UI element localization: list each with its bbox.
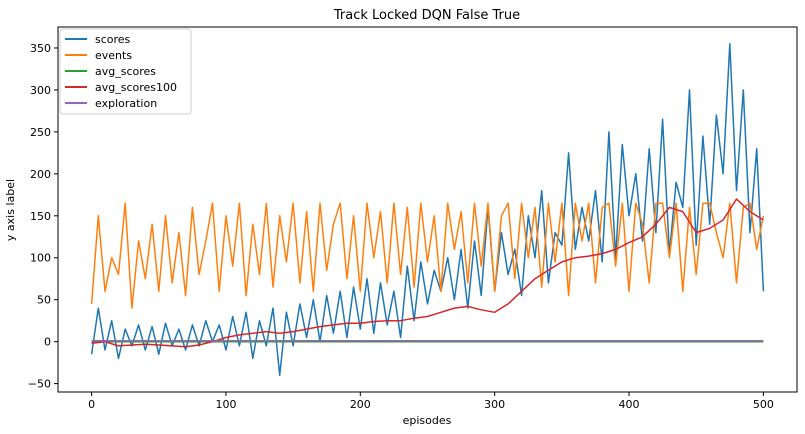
series-lines (90, 43, 765, 376)
y-tick-label: −50 (28, 378, 51, 391)
legend-label-scores: scores (95, 33, 131, 46)
y-tick-label: 50 (37, 294, 51, 307)
legend-label-events: events (95, 49, 132, 62)
series-line-scores (90, 43, 765, 376)
legend-label-exploration: exploration (95, 97, 157, 110)
y-axis-ticks: −50 0 50 100 150 200 250 300 350 (28, 42, 58, 391)
y-tick-label: 200 (30, 168, 51, 181)
y-axis-label: y axis label (4, 179, 17, 241)
y-tick-label: 300 (30, 84, 51, 97)
y-tick-label: 250 (30, 126, 51, 139)
series-line-events (90, 202, 765, 309)
legend: scores events avg_scores avg_scores100explo… (59, 28, 192, 115)
y-tick-label: 100 (30, 252, 51, 265)
x-tick-label: 300 (484, 398, 505, 411)
x-tick-label: 200 (350, 398, 371, 411)
legend-label-avg-scores100: avg_scores100 (95, 81, 177, 94)
x-tick-label: 100 (215, 398, 236, 411)
x-tick-label: 500 (753, 398, 774, 411)
chart-title: Track Locked DQN False True (333, 8, 520, 23)
y-tick-label: 0 (44, 336, 51, 349)
legend-box (59, 28, 192, 115)
x-axis-label: episodes (403, 414, 452, 427)
y-tick-label: 150 (30, 210, 51, 223)
y-tick-label: 350 (30, 42, 51, 55)
series-line-avg-scores100 (91, 198, 764, 348)
x-tick-label: 0 (88, 398, 95, 411)
x-axis-ticks: 0 100 200 300 400 500 (88, 392, 774, 411)
legend-label-avg-scores: avg_scores (95, 65, 156, 78)
x-tick-label: 400 (619, 398, 640, 411)
